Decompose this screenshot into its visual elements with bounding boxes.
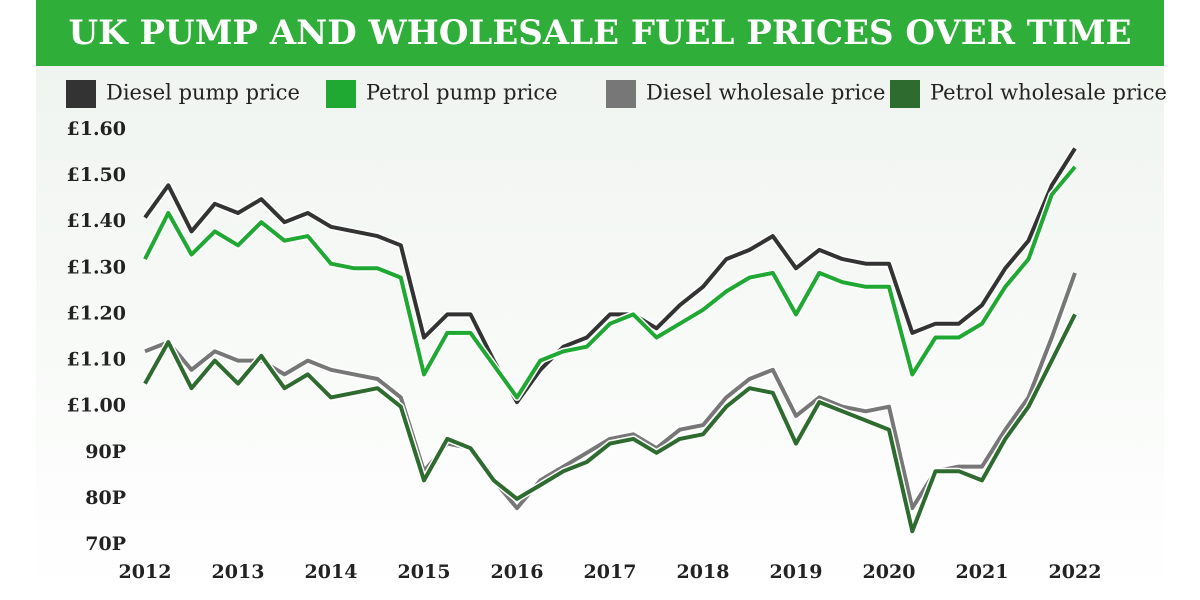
y-tick-label: £1.30: [67, 256, 127, 278]
y-tick-label: £1.10: [67, 349, 127, 371]
x-tick-label: 2020: [863, 561, 916, 583]
series-line: [143, 147, 1077, 405]
x-tick-label: 2015: [398, 561, 451, 583]
y-tick-label: £1.20: [67, 302, 127, 324]
x-tick-label: 2019: [770, 561, 823, 583]
x-tick-label: 2016: [491, 561, 544, 583]
series-line: [144, 272, 1077, 511]
x-tick-label: 2018: [677, 561, 730, 583]
legend-label: Petrol wholesale price: [930, 81, 1167, 105]
x-tick-label: 2022: [1049, 561, 1102, 583]
y-tick-label: 70P: [85, 533, 126, 555]
y-tick-label: £1.00: [67, 395, 127, 417]
x-tick-label: 2012: [119, 561, 172, 583]
y-tick-label: £1.40: [67, 210, 127, 232]
legend-swatch: [66, 80, 96, 108]
x-tick-label: 2017: [584, 561, 637, 583]
background: [36, 0, 1164, 600]
chart-title: UK PUMP AND WHOLESALE FUEL PRICES OVER T…: [68, 13, 1131, 53]
legend-label: Diesel pump price: [106, 81, 300, 105]
series-line: [143, 313, 1077, 534]
title-bar: [36, 0, 1164, 66]
x-tick-label: 2013: [212, 561, 265, 583]
legend-swatch: [326, 80, 356, 108]
plot: 70P 80P 90P £1.00 £1.10 £1.20 £1.30 £1.40 £1.50 £…: [67, 118, 1102, 583]
x-tick-label: 2014: [305, 561, 358, 583]
y-tick-label: 90P: [85, 441, 126, 463]
y-tick-label: £1.50: [67, 164, 127, 186]
legend-label: Petrol pump price: [366, 81, 558, 105]
legend: Diesel pump price Petrol pump price Diesel…: [66, 80, 1167, 108]
legend-swatch: [890, 80, 920, 108]
legend-label: Diesel wholesale price: [646, 81, 885, 105]
x-tick-label: 2021: [956, 561, 1009, 583]
y-tick-label: £1.60: [67, 118, 127, 140]
y-tick-label: 80P: [85, 487, 126, 509]
legend-swatch: [606, 80, 636, 108]
series-line: [143, 165, 1077, 400]
